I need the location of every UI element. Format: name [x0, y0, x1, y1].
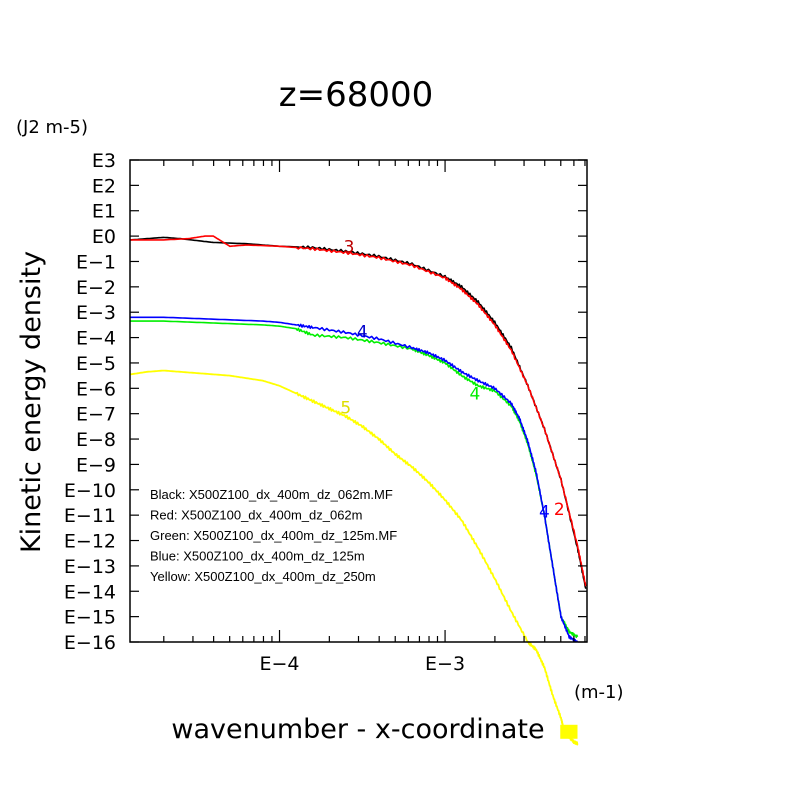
- y-tick-label: E−9: [76, 454, 116, 476]
- yellow-series-tail: [560, 724, 578, 739]
- y-unit-label: (J2 m-5): [16, 117, 88, 138]
- y-tick-label: E−13: [64, 556, 116, 578]
- y-tick-label: E0: [92, 226, 116, 248]
- y-tick-label: E−2: [76, 277, 116, 299]
- legend-entry: Green: X500Z100_dx_400m_dz_125m.MF: [150, 528, 397, 543]
- x-axis: E−4 E−3: [163, 160, 586, 675]
- y-tick-label: E−15: [64, 607, 116, 629]
- series-marker-label: 4: [357, 323, 368, 343]
- y-tick-label: E−10: [64, 480, 116, 502]
- y-tick-label: E−16: [64, 632, 116, 654]
- y-tick-label: E−1: [76, 251, 116, 273]
- red-series-line: [130, 235, 587, 587]
- y-tick-label: E−8: [76, 429, 116, 451]
- y-tick-label: E−3: [76, 302, 116, 324]
- legend-entry: Yellow: X500Z100_dx_400m_dz_250m: [150, 569, 376, 584]
- series-marker-label: 3: [344, 238, 355, 258]
- chart-title: z=68000: [279, 75, 434, 115]
- y-tick-label: E−14: [64, 581, 116, 603]
- series-layer: [130, 235, 587, 746]
- series-marker-label: 5: [340, 399, 351, 419]
- y-tick-label: E−11: [64, 505, 116, 527]
- y-axis: E3 E2 E1 E0 E−1 E−2 E−3 E−4 E−5 E−6 E−7 E−8 E−9 E−10 E…: [64, 150, 587, 654]
- blue-series-line: [130, 316, 579, 643]
- y-tick-label: E−12: [64, 531, 116, 553]
- y-tick-label: E−5: [76, 353, 116, 375]
- yellow-series-line: [130, 369, 579, 746]
- x-tick-label: E−3: [425, 653, 465, 675]
- y-axis-label: Kinetic energy density: [16, 251, 47, 553]
- legend-entry: Black: X500Z100_dx_400m_dz_062m.MF: [150, 487, 393, 502]
- x-axis-label: wavenumber - x-coordinate: [171, 714, 544, 745]
- y-tick-label: E−6: [76, 378, 116, 400]
- legend-entry: Blue: X500Z100_dx_400m_dz_125m: [150, 549, 365, 564]
- y-tick-label: E−4: [76, 328, 116, 350]
- y-tick-label: E1: [92, 201, 116, 223]
- y-tick-label: E3: [92, 150, 116, 172]
- series-marker-label: 2: [554, 500, 565, 520]
- x-tick-label: E−4: [260, 653, 300, 675]
- legend: Black: X500Z100_dx_400m_dz_062m.MF Red: X…: [150, 487, 397, 584]
- series-marker-label: 4: [539, 503, 550, 523]
- legend-entry: Red: X500Z100_dx_400m_dz_062m: [150, 508, 362, 523]
- series-marker-label: 4: [469, 385, 480, 405]
- y-tick-label: E−7: [76, 404, 116, 426]
- y-tick-label: E2: [92, 175, 116, 197]
- x-unit-label: (m-1): [574, 682, 624, 703]
